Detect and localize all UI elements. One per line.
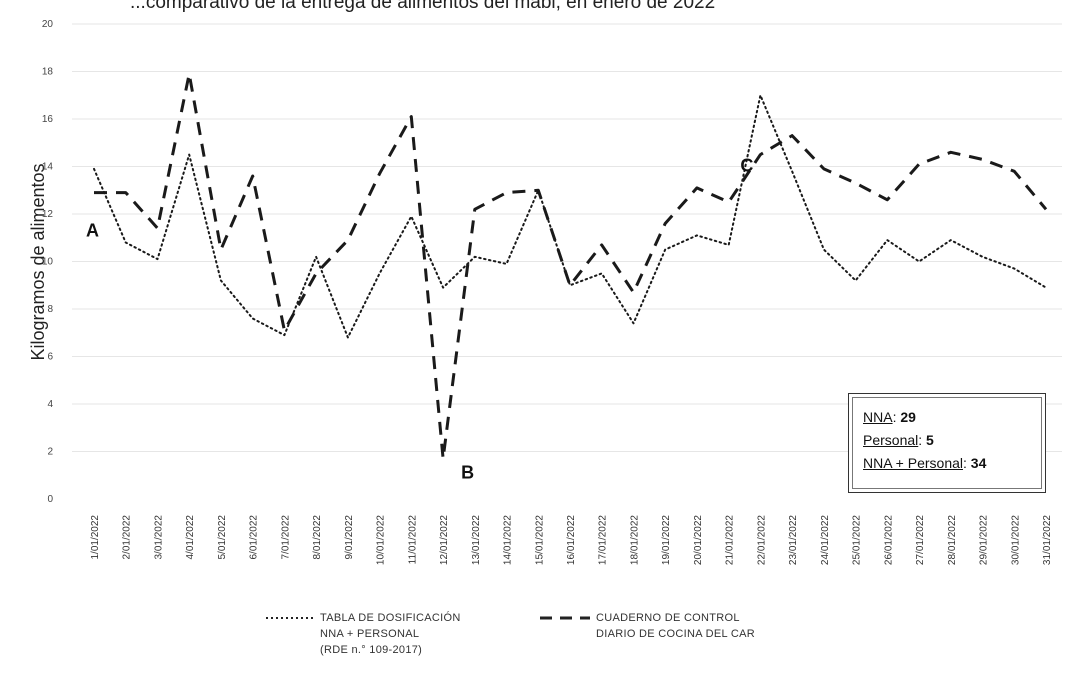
legend-dosificacion-line-2: NNA + PERSONAL [320,628,420,640]
y-tick-label: 12 [42,209,54,220]
y-tick-label: 18 [42,67,54,78]
x-tick-label: 8/01/2022 [312,515,323,560]
legend-entry-cuaderno: CUADERNO DE CONTROL DIARIO DE COCINA DEL… [596,610,755,642]
x-tick-label: 17/01/2022 [598,515,609,565]
chart-title: ...comparativo de la entrega de alimento… [130,0,716,13]
y-tick-label: 10 [42,257,54,268]
x-tick-label: 25/01/2022 [852,515,863,565]
info-row-total: NNA + Personal: 34 [863,455,987,471]
grid-layer [72,23,1062,452]
y-tick-label: 0 [47,494,53,505]
x-tick-label: 7/01/2022 [280,515,291,560]
x-tick-label: 20/01/2022 [693,515,704,565]
x-tick-label: 12/01/2022 [439,515,450,565]
y-axis-ticks: 0 2 4 6 8 10 12 14 16 18 20 [42,19,54,505]
x-tick-label: 6/01/2022 [249,515,260,560]
x-tick-label: 19/01/2022 [661,515,672,565]
x-tick-label: 30/01/2022 [1010,515,1021,565]
x-tick-label: 23/01/2022 [788,515,799,565]
nna-label: NNA [863,409,893,425]
legend-cuaderno-line-2: DIARIO DE COCINA DEL CAR [596,628,755,640]
x-tick-label: 24/01/2022 [820,515,831,565]
x-tick-label: 22/01/2022 [756,515,767,565]
series-layer [93,72,1048,461]
x-tick-label: 21/01/2022 [725,515,736,565]
x-tick-label: 26/01/2022 [883,515,894,565]
personal-label: Personal [863,432,919,448]
x-tick-label: 13/01/2022 [471,515,482,565]
legend-swatch-dotted [266,617,314,619]
x-tick-label: 3/01/2022 [153,515,164,560]
y-tick-label: 20 [42,19,54,30]
x-tick-label: 2/01/2022 [122,515,133,560]
y-tick-label: 16 [42,114,54,125]
legend-dosificacion-line-1: TABLA DE DOSIFICACIÓN [320,612,461,624]
info-box-inner: NNA: 29 Personal: 5 NNA + Personal: 34 [852,397,1042,489]
legend-swatch-dashed [540,616,590,620]
x-tick-label: 29/01/2022 [979,515,990,565]
total-value: 34 [970,455,987,471]
annotation-c: C [740,156,753,176]
x-tick-label: 5/01/2022 [217,515,228,560]
x-tick-label: 18/01/2022 [629,515,640,565]
annotation-layer: A B C [86,156,753,483]
y-tick-label: 2 [47,447,53,458]
x-axis-ticks: 1/01/2022 2/01/2022 3/01/2022 4/01/2022 5/01… [90,515,1053,565]
x-tick-label: 15/01/2022 [534,515,545,565]
x-tick-label: 31/01/2022 [1042,515,1053,565]
y-tick-label: 4 [47,399,53,410]
x-tick-label: 14/01/2022 [503,515,514,565]
total-label: NNA + Personal [863,455,963,471]
x-tick-label: 1/01/2022 [90,515,101,560]
series-line-dosificacion [93,94,1047,339]
annotation-a: A [86,221,99,241]
x-tick-label: 4/01/2022 [185,515,196,560]
info-row-personal: Personal: 5 [863,432,934,448]
y-tick-label: 6 [47,352,53,363]
series-line-cuaderno [94,72,1048,461]
x-tick-label: 28/01/2022 [947,515,958,565]
info-row-nna: NNA: 29 [863,409,916,425]
annotation-b: B [461,462,474,482]
legend-dosificacion-line-3: (RDE n.° 109-2017) [320,644,423,656]
x-tick-label: 11/01/2022 [407,515,418,565]
y-tick-label: 14 [42,162,54,173]
legend-entry-dosificacion: TABLA DE DOSIFICACIÓN NNA + PERSONAL (RD… [320,610,461,658]
nna-value: 29 [900,409,916,425]
x-tick-label: 16/01/2022 [566,515,577,565]
x-tick-label: 10/01/2022 [376,515,387,565]
x-tick-label: 27/01/2022 [915,515,926,565]
y-axis-label: Kilogramos de alimentos [28,163,48,360]
info-box: NNA: 29 Personal: 5 NNA + Personal: 34 [848,393,1046,493]
x-tick-label: 9/01/2022 [344,515,355,560]
legend-cuaderno-line-1: CUADERNO DE CONTROL [596,612,740,624]
y-tick-label: 8 [47,304,53,315]
personal-value: 5 [926,432,934,448]
